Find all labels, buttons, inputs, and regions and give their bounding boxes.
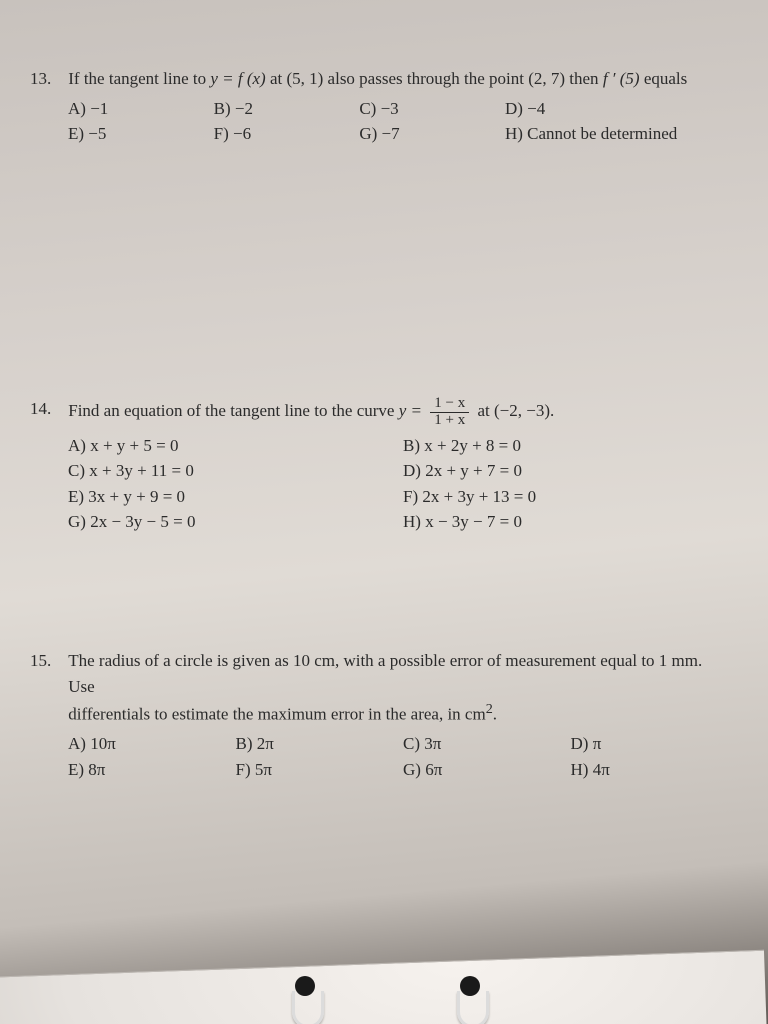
choice-row: E) 8π F) 5π G) 6π H) 4π xyxy=(68,757,738,783)
question-stem: The radius of a circle is given as 10 cm… xyxy=(68,648,728,727)
stem-text: at (−2, −3). xyxy=(477,401,554,420)
choice-e: E) −5 xyxy=(68,121,214,147)
choice-c: C) x + 3y + 11 = 0 xyxy=(68,458,403,484)
choice-row: A) −1 B) −2 C) −3 D) −4 xyxy=(68,96,738,122)
fraction: 1 − x 1 + x xyxy=(430,396,469,429)
question-15: 15. The radius of a circle is given as 1… xyxy=(30,648,738,782)
choice-row: A) x + y + 5 = 0 B) x + 2y + 8 = 0 xyxy=(68,433,738,459)
choice-row: E) 3x + y + 9 = 0 F) 2x + 3y + 13 = 0 xyxy=(68,484,738,510)
choice-g: G) 2x − 3y − 5 = 0 xyxy=(68,509,403,535)
stem-equation: y = f (x) xyxy=(210,69,265,88)
stem-y: y = xyxy=(399,401,422,420)
choice-d: D) π xyxy=(571,731,739,757)
choice-b: B) −2 xyxy=(214,96,360,122)
choice-a: A) −1 xyxy=(68,96,214,122)
choice-row: E) −5 F) −6 G) −7 H) Cannot be determine… xyxy=(68,121,738,147)
choice-f: F) 2x + 3y + 13 = 0 xyxy=(403,484,738,510)
stem-eq1: y = f (x) xyxy=(210,69,265,88)
choice-b: B) 2π xyxy=(236,731,404,757)
stem-line2: differentials to estimate the maximum er… xyxy=(68,705,485,724)
worksheet-page: 13. If the tangent line to y = f (x) at … xyxy=(0,0,768,1024)
stem-line1: The radius of a circle is given as 10 cm… xyxy=(68,651,702,696)
choice-h: H) 4π xyxy=(571,757,739,783)
choice-h: H) x − 3y − 7 = 0 xyxy=(403,509,738,535)
choice-row: A) 10π B) 2π C) 3π D) π xyxy=(68,731,738,757)
spiral-binding xyxy=(0,954,768,1024)
stem-text: equals xyxy=(644,69,687,88)
choice-a: A) 10π xyxy=(68,731,236,757)
fraction-denominator: 1 + x xyxy=(430,413,469,429)
stem-exponent: 2 xyxy=(486,701,493,717)
binding-ring xyxy=(457,991,489,1024)
binding-ring xyxy=(292,991,324,1024)
choice-c: C) −3 xyxy=(359,96,505,122)
question-14: 14. Find an equation of the tangent line… xyxy=(30,396,738,535)
answer-choices: A) x + y + 5 = 0 B) x + 2y + 8 = 0 C) x … xyxy=(68,433,738,535)
choice-g: G) 6π xyxy=(403,757,571,783)
choice-d: D) 2x + y + 7 = 0 xyxy=(403,458,738,484)
question-stem: If the tangent line to y = f (x) at (5, … xyxy=(68,66,687,92)
fraction-numerator: 1 − x xyxy=(430,396,469,413)
choice-f: F) −6 xyxy=(214,121,360,147)
stem-period: . xyxy=(493,705,497,724)
question-stem: Find an equation of the tangent line to … xyxy=(68,396,554,429)
choice-c: C) 3π xyxy=(403,731,571,757)
fprime-text: f ′ (5) xyxy=(603,69,640,88)
question-number: 15. xyxy=(30,648,64,674)
choice-e: E) 8π xyxy=(68,757,236,783)
choice-d: D) −4 xyxy=(505,96,738,122)
stem-fprime: f ′ (5) xyxy=(603,69,640,88)
stem-text: Find an equation of the tangent line to … xyxy=(68,401,398,420)
question-13: 13. If the tangent line to y = f (x) at … xyxy=(30,66,738,147)
choice-e: E) 3x + y + 9 = 0 xyxy=(68,484,403,510)
question-number: 13. xyxy=(30,66,64,92)
choice-row: G) 2x − 3y − 5 = 0 H) x − 3y − 7 = 0 xyxy=(68,509,738,535)
answer-choices: A) 10π B) 2π C) 3π D) π E) 8π F) 5π G) 6… xyxy=(68,731,738,782)
choice-a: A) x + y + 5 = 0 xyxy=(68,433,403,459)
stem-text: If the tangent line to xyxy=(68,69,210,88)
choice-h: H) Cannot be determined xyxy=(505,121,738,147)
question-number: 14. xyxy=(30,396,64,422)
choice-f: F) 5π xyxy=(236,757,404,783)
choice-g: G) −7 xyxy=(359,121,505,147)
choice-b: B) x + 2y + 8 = 0 xyxy=(403,433,738,459)
answer-choices: A) −1 B) −2 C) −3 D) −4 E) −5 F) −6 G) −… xyxy=(68,96,738,147)
choice-row: C) x + 3y + 11 = 0 D) 2x + y + 7 = 0 xyxy=(68,458,738,484)
stem-text: at (5, 1) also passes through the point … xyxy=(270,69,603,88)
